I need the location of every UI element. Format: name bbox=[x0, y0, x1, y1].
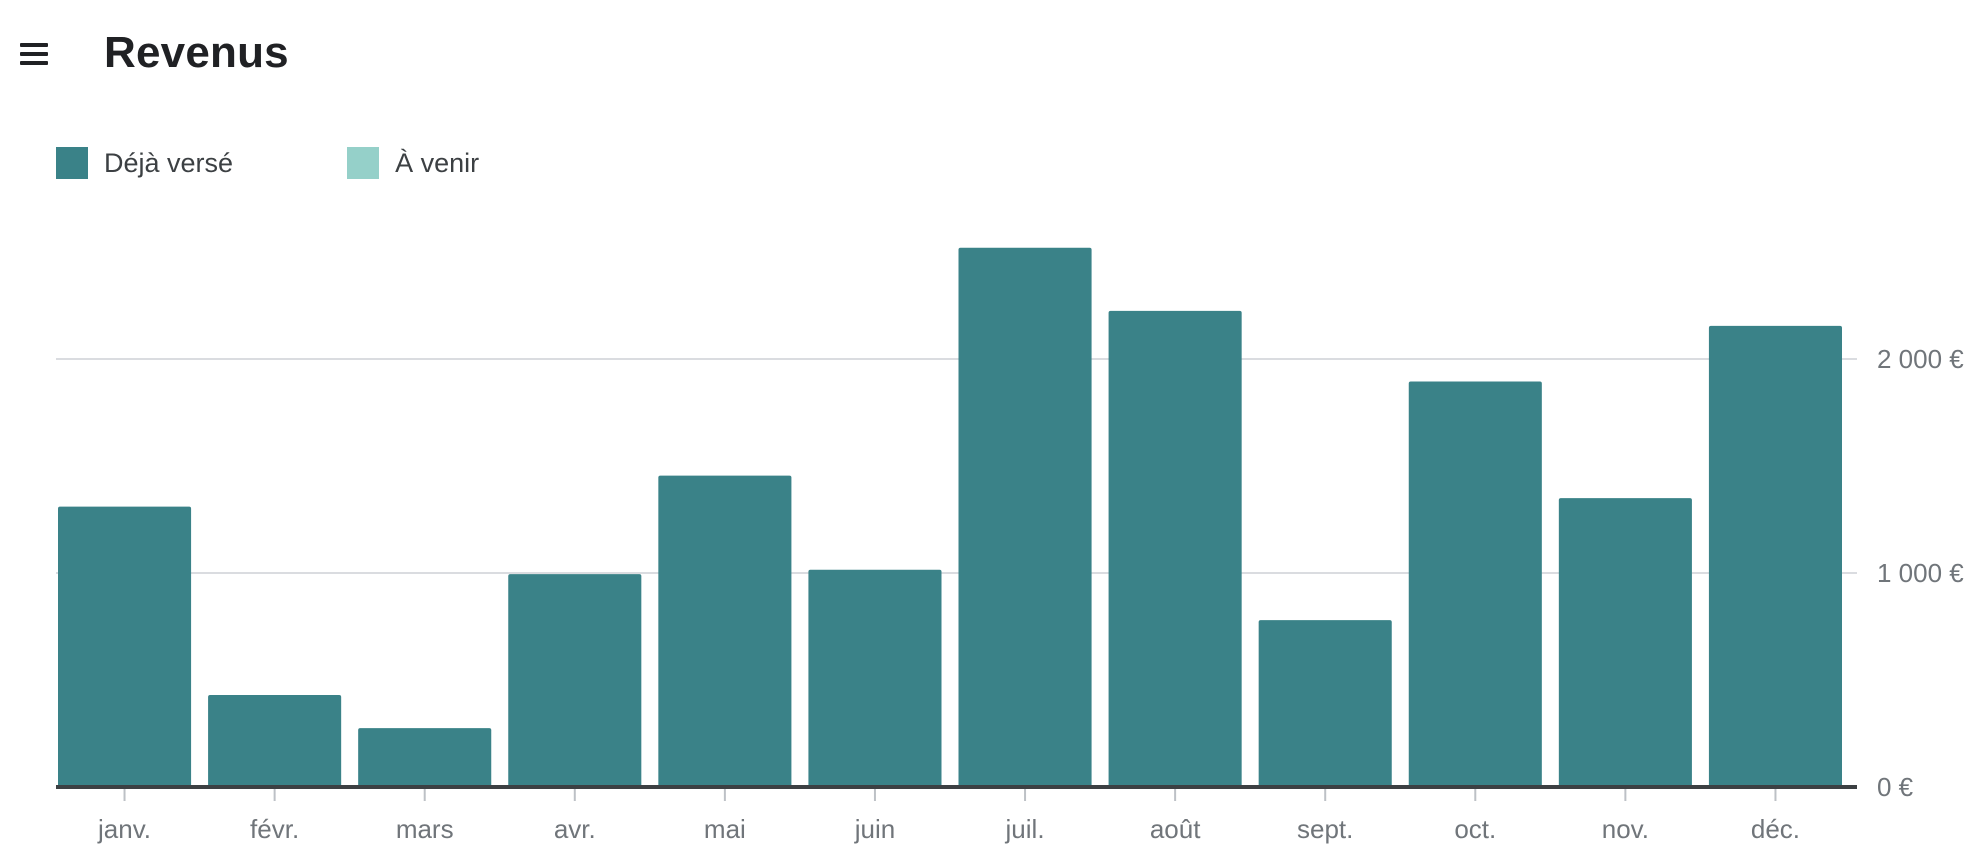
bar-6 bbox=[958, 247, 1092, 788]
bar-10 bbox=[1558, 498, 1692, 787]
x-tick-label-8: sept. bbox=[1297, 814, 1353, 844]
x-tick-label-9: oct. bbox=[1454, 814, 1496, 844]
x-tick-label-1: févr. bbox=[250, 814, 299, 844]
x-tick-label-5: juin bbox=[854, 814, 895, 844]
menu-button[interactable] bbox=[20, 40, 52, 68]
x-tick-label-0: janv. bbox=[97, 814, 151, 844]
bar-7 bbox=[1108, 310, 1242, 787]
y-tick-label-2: 2 000 € bbox=[1877, 344, 1964, 374]
bar-1 bbox=[208, 694, 342, 787]
bar-5 bbox=[808, 569, 942, 787]
legend-label-paid: Déjà versé bbox=[104, 147, 234, 178]
legend-swatch-paid bbox=[56, 147, 88, 179]
menu-icon bbox=[20, 43, 52, 65]
legend-label-upcoming: À venir bbox=[395, 147, 480, 178]
bar-8 bbox=[1258, 620, 1392, 787]
bar-11 bbox=[1708, 325, 1842, 787]
x-tick-label-2: mars bbox=[396, 814, 454, 844]
bar-0 bbox=[58, 506, 192, 787]
chart-legend: Déjà versé À venir bbox=[56, 147, 479, 179]
x-tick-label-7: août bbox=[1150, 814, 1201, 844]
bar-2 bbox=[358, 728, 492, 787]
legend-swatch-upcoming bbox=[347, 147, 380, 179]
y-tick-label-1: 1 000 € bbox=[1877, 558, 1964, 588]
bar-9 bbox=[1408, 381, 1542, 787]
x-tick-label-11: déc. bbox=[1751, 814, 1800, 844]
bar-4 bbox=[658, 475, 792, 787]
x-tick-label-3: avr. bbox=[554, 814, 596, 844]
bar-3 bbox=[508, 574, 642, 787]
page-title: Revenus bbox=[104, 28, 289, 77]
x-tick-label-4: mai bbox=[704, 814, 746, 844]
x-tick-label-6: juil. bbox=[1005, 814, 1045, 844]
y-tick-label-0: 0 € bbox=[1877, 772, 1914, 802]
x-tick-label-10: nov. bbox=[1602, 814, 1649, 844]
legend-item-upcoming[interactable]: À venir bbox=[347, 147, 479, 179]
legend-item-paid[interactable]: Déjà versé bbox=[56, 147, 233, 179]
